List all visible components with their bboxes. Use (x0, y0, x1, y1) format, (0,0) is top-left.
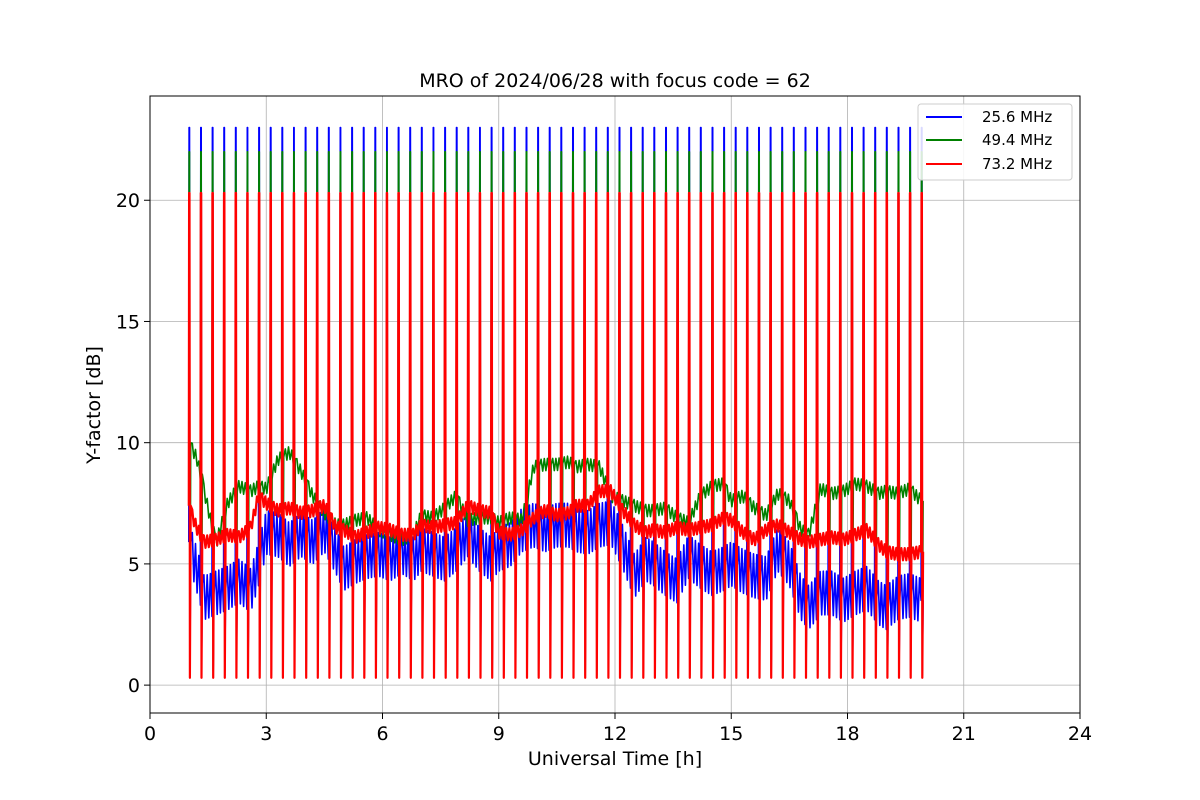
legend-label-1: 49.4 MHz (982, 131, 1052, 149)
x-tick-label: 0 (144, 723, 156, 745)
legend-label-2: 73.2 MHz (982, 155, 1052, 173)
series-0 (188, 126, 924, 672)
x-tick-label: 12 (603, 723, 627, 745)
y-tick-label: 10 (116, 433, 140, 455)
series-line-1 (188, 151, 924, 677)
x-tick-label: 6 (376, 723, 388, 745)
series-1 (188, 151, 924, 677)
x-tick-label: 24 (1068, 723, 1092, 745)
y-axis-label: Y-factor [dB] (83, 346, 105, 465)
plot-area (187, 126, 925, 679)
chart-title: MRO of 2024/06/28 with focus code = 62 (419, 70, 811, 92)
legend-box (917, 103, 1073, 181)
y-tick-label: 0 (128, 675, 140, 697)
legend: 25.6 MHz 49.4 MHz 73.2 MHz (917, 103, 1073, 181)
series-line-2 (187, 191, 925, 679)
x-tick-label: 3 (260, 723, 272, 745)
x-tick-label: 9 (493, 723, 505, 745)
y-tick-label: 5 (128, 554, 140, 576)
x-axis-label: Universal Time [h] (528, 748, 702, 770)
axis-ticks: 0 3 6 9 12 15 18 21 24 0 5 10 15 20 (116, 190, 1092, 745)
series-line-0 (188, 126, 924, 672)
y-tick-label: 20 (116, 190, 140, 212)
legend-label-0: 25.6 MHz (982, 108, 1052, 126)
y-tick-label: 15 (116, 311, 140, 333)
x-tick-label: 21 (952, 723, 976, 745)
x-tick-label: 18 (835, 723, 859, 745)
x-tick-label: 15 (719, 723, 743, 745)
series-2 (187, 191, 925, 679)
